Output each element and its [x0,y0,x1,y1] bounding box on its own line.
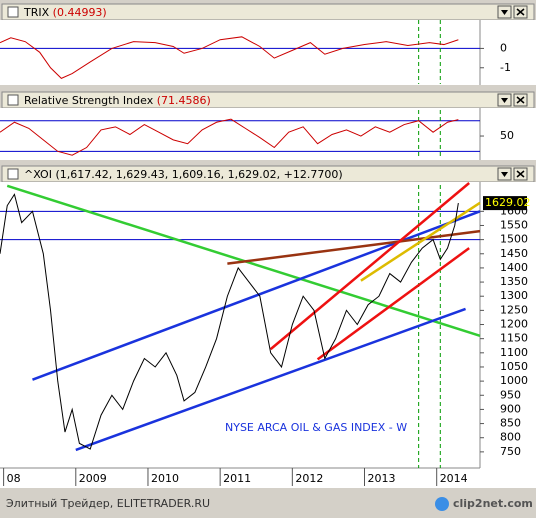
series-line [0,118,459,156]
footer-left: Элитный Трейдер, ELITETRADER.RU [6,497,210,510]
logo-icon [435,497,449,511]
panel-frames [0,3,536,488]
y-tick-label: 800 [500,431,521,444]
panel-buttons[interactable] [497,5,528,181]
panel-title: ^XOI (1,617.42, 1,629.43, 1,609.16, 1,62… [24,168,343,181]
x-tick-label: 2009 [79,472,107,485]
trend-line [75,307,466,452]
last-value-box [483,196,527,211]
y-tick-label: 900 [500,402,521,415]
y-tick-label: 1100 [500,346,528,359]
y-tick-label: 1200 [500,318,528,331]
panel-title: Relative Strength Index (71.4586) [24,94,211,107]
x-tick-label: 08 [7,472,21,485]
y-tick-label: 1550 [500,218,528,231]
annotation: NYSE ARCA OIL & GAS INDEX - W [225,421,407,434]
y-tick-label: 750 [500,445,521,458]
panel-title: TRIX (0.44993) [23,6,107,19]
panel-title-text: Relative Strength Index [24,94,154,107]
trend-line [227,229,481,265]
panel-title-value: (71.4586) [157,94,211,107]
trend-line [269,182,470,351]
y-tick-label: 1450 [500,247,528,260]
last-value-label: 1629.02 [485,196,531,209]
y-tick-label: 950 [500,388,521,401]
series-line [0,36,459,79]
trend-line [316,247,470,361]
x-tick-label: 2012 [295,472,323,485]
y-tick-label: 1050 [500,360,528,373]
x-tick-label: 2014 [440,472,468,485]
y-tick-label: 1300 [500,289,528,302]
x-tick-label: 2013 [368,472,396,485]
trend-line [32,210,481,381]
footer-right[interactable]: clip2net.com [453,497,533,510]
y-tick-label: 1150 [500,332,528,345]
trend-line [360,201,481,282]
y-tick-label: 1350 [500,275,528,288]
panel-title-text: TRIX [23,6,50,19]
y-tick-label: -1 [500,61,511,74]
y-tick-label: 1400 [500,261,528,274]
y-tick-label: 0 [500,41,507,54]
y-tick-label: 50 [500,129,514,142]
y-tick-label: 850 [500,417,521,430]
y-tick-label: 1250 [500,303,528,316]
x-tick-label: 2011 [223,472,251,485]
y-tick-label: 1500 [500,233,528,246]
panel-title-value: (0.44993) [53,6,107,19]
y-tick-label: 1000 [500,374,528,387]
series-line [0,193,459,450]
x-tick-label: 2010 [151,472,179,485]
